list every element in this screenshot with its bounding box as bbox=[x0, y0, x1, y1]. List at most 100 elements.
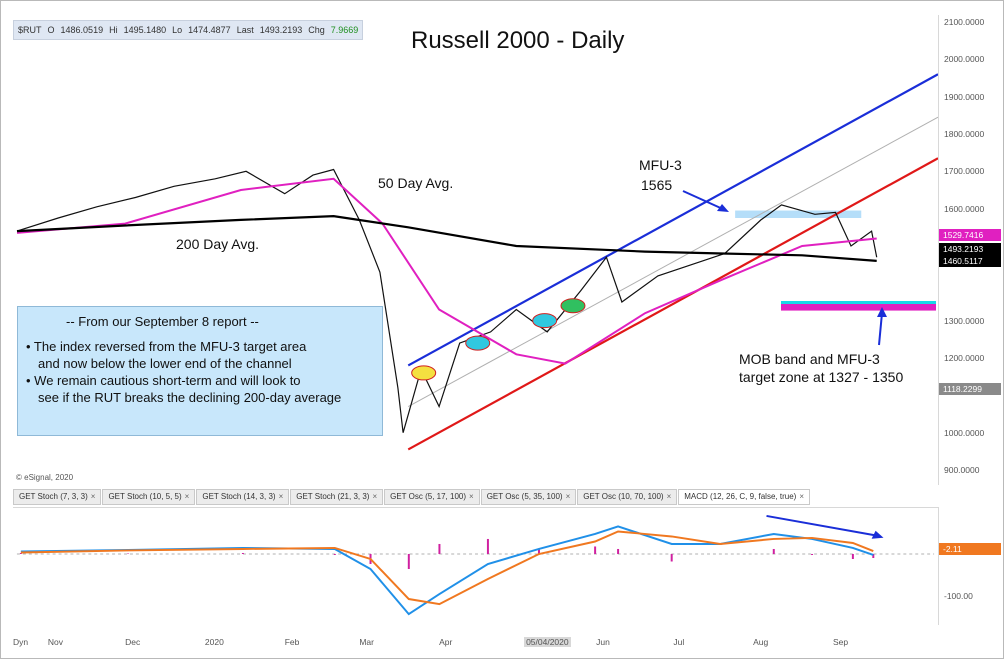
change-value: 7.9669 bbox=[330, 25, 359, 35]
indicator-tab[interactable]: GET Stoch (14, 3, 3) × bbox=[196, 489, 290, 505]
date-axis-label: 2020 bbox=[204, 637, 224, 647]
indicator-tab-label: GET Stoch (21, 3, 3) bbox=[296, 492, 370, 501]
mob-band bbox=[781, 302, 936, 311]
price-axis-tick: 1800.0000 bbox=[944, 129, 985, 139]
macd-histogram-bar bbox=[537, 548, 540, 554]
price-axis-tick: 2100.0000 bbox=[944, 17, 985, 27]
date-axis-label: 05/04/2020 bbox=[524, 637, 571, 647]
indicator-tab-label: GET Stoch (10, 5, 5) bbox=[108, 492, 182, 501]
high-value: 1495.1480 bbox=[123, 25, 167, 35]
macd-histogram-bar bbox=[617, 548, 620, 554]
indicator-tab[interactable]: GET Stoch (21, 3, 3) × bbox=[290, 489, 384, 505]
indicator-tabs: GET Stoch (7, 3, 3) × GET Stoch (10, 5, 5)… bbox=[13, 489, 938, 505]
marker-oval-2 bbox=[465, 335, 491, 351]
report-bullet-2-line-2: see if the RUT breaks the declining 200-… bbox=[38, 390, 342, 405]
price-line bbox=[16, 168, 878, 433]
indicator-tab[interactable]: MACD (12, 26, C, 9, false, true) × bbox=[678, 489, 810, 505]
macd-histogram-bar bbox=[670, 553, 673, 562]
close-icon[interactable]: × bbox=[799, 492, 804, 501]
marker-oval-4 bbox=[560, 298, 586, 314]
change-label: Chg bbox=[308, 25, 325, 35]
price-panel[interactable] bbox=[13, 15, 939, 485]
mfu-value-label: 1565 bbox=[641, 177, 673, 193]
channel-middle-line bbox=[408, 116, 939, 407]
close-icon[interactable]: × bbox=[184, 492, 190, 501]
indicator-tab[interactable]: GET Osc (10, 70, 100) × bbox=[577, 489, 678, 505]
price-axis-tick: 1900.0000 bbox=[944, 91, 985, 102]
macd-axis[interactable]: -2.11 -100.00 bbox=[938, 507, 1001, 625]
ma200-line bbox=[16, 214, 877, 262]
symbol: $RUT bbox=[18, 25, 42, 35]
ma50-line bbox=[16, 177, 877, 365]
date-axis-label: Apr bbox=[439, 637, 453, 647]
macd-histogram-bar bbox=[594, 546, 597, 554]
date-axis-label: Nov bbox=[47, 637, 63, 647]
macd-histogram-bar bbox=[407, 553, 410, 570]
indicator-tab[interactable]: GET Osc (5, 35, 100) × bbox=[480, 489, 577, 505]
date-axis-label: Feb bbox=[284, 637, 300, 647]
price-axis-tick: 1000.0000 bbox=[944, 427, 985, 438]
two-hundred-day-label: 200 Day Avg. bbox=[176, 236, 260, 252]
report-bullet-2-line-1: • We remain cautious short-term and will… bbox=[26, 373, 301, 388]
price-axis[interactable]: 2100.0000 2000.0000 1900.0000 1800.0000 1700… bbox=[938, 15, 1001, 485]
indicator-tab-label: GET Osc (10, 70, 100) bbox=[583, 492, 664, 501]
indicator-tab-label: GET Stoch (7, 3, 3) bbox=[19, 492, 88, 501]
date-axis-label: Aug bbox=[753, 637, 769, 647]
report-heading: -- From our September 8 report -- bbox=[66, 314, 259, 329]
report-box: -- From our September 8 report -- • The … bbox=[17, 306, 383, 436]
indicator-tab[interactable]: GET Stoch (10, 5, 5) × bbox=[102, 489, 196, 505]
close-icon[interactable]: × bbox=[666, 492, 672, 501]
close-icon[interactable]: × bbox=[469, 492, 474, 501]
macd-histogram-bar bbox=[438, 543, 441, 554]
indicator-tab-label: GET Stoch (14, 3, 3) bbox=[202, 492, 276, 501]
price-axis-tick: 1700.0000 bbox=[944, 166, 985, 177]
macd-zero-tag: -2.11 bbox=[939, 543, 1001, 555]
mfu-zone bbox=[735, 210, 862, 218]
date-axis-label: Mar bbox=[359, 637, 374, 647]
price-axis-tick: 2000.0000 bbox=[944, 54, 985, 65]
macd-histogram-bar bbox=[333, 553, 336, 555]
report-bullet-1-line-1: • The index reversed from the MFU-3 targ… bbox=[26, 339, 307, 354]
close-icon[interactable]: × bbox=[90, 492, 96, 501]
price-axis-tick: 1600.0000 bbox=[944, 203, 985, 214]
chart-title: Russell 2000 - Daily bbox=[411, 27, 625, 54]
price-axis-tick: 1200.0000 bbox=[944, 353, 985, 363]
mob-arrow-head bbox=[877, 307, 887, 317]
report-bullet-1-line-2: and now below the lower end of the chann… bbox=[38, 356, 292, 371]
quote-bar: $RUT O 1486.0519 Hi 1495.1480 Lo 1474.48… bbox=[13, 20, 364, 40]
open-value: 1486.0519 bbox=[60, 25, 104, 35]
last-value: 1493.2193 bbox=[259, 25, 303, 35]
mob-arrow bbox=[878, 312, 883, 346]
close-icon[interactable]: × bbox=[565, 492, 571, 501]
mob-band-top bbox=[781, 301, 936, 304]
date-axis-label: Dec bbox=[125, 637, 141, 647]
marker-oval-3 bbox=[532, 313, 558, 329]
marker-oval-1 bbox=[411, 365, 437, 381]
macd-histogram-bar bbox=[872, 553, 875, 558]
mfu-arrow bbox=[682, 190, 726, 211]
macd-histogram-bar bbox=[241, 552, 244, 554]
macd-histogram-bar bbox=[486, 538, 489, 554]
macd-histogram-bar bbox=[19, 552, 22, 554]
macd-trend-arrow-head bbox=[871, 530, 884, 539]
indicator-tab[interactable]: GET Osc (5, 17, 100) × bbox=[384, 489, 480, 505]
macd-histogram-bar bbox=[851, 553, 854, 559]
close-icon[interactable]: × bbox=[278, 492, 284, 501]
open-label: O bbox=[47, 25, 55, 35]
copyright: © eSignal, 2020 bbox=[16, 473, 74, 482]
close-icon[interactable]: × bbox=[372, 492, 378, 501]
date-axis-label: Dyn bbox=[13, 637, 29, 647]
mob-band-note: MOB band and MFU-3 target zone at 1327 -… bbox=[739, 350, 903, 386]
price-tag: 1529.7416 bbox=[939, 228, 1001, 241]
channel-lower-line bbox=[407, 157, 939, 451]
macd-trend-arrow bbox=[766, 514, 878, 537]
macd-histogram-bar bbox=[772, 548, 775, 554]
price-tag: 1493.2193 bbox=[939, 242, 1001, 255]
date-axis[interactable]: Dyn Nov Dec 2020 Feb Mar Apr 05/04/2020 Jun Jul Au… bbox=[13, 633, 938, 651]
mfu-arrow-head bbox=[717, 204, 729, 212]
low-value: 1474.4877 bbox=[188, 25, 231, 35]
indicator-tab[interactable]: GET Stoch (7, 3, 3) × bbox=[13, 489, 102, 505]
macd-panel[interactable] bbox=[13, 507, 938, 625]
price-tag: 1460.5117 bbox=[939, 254, 1001, 267]
